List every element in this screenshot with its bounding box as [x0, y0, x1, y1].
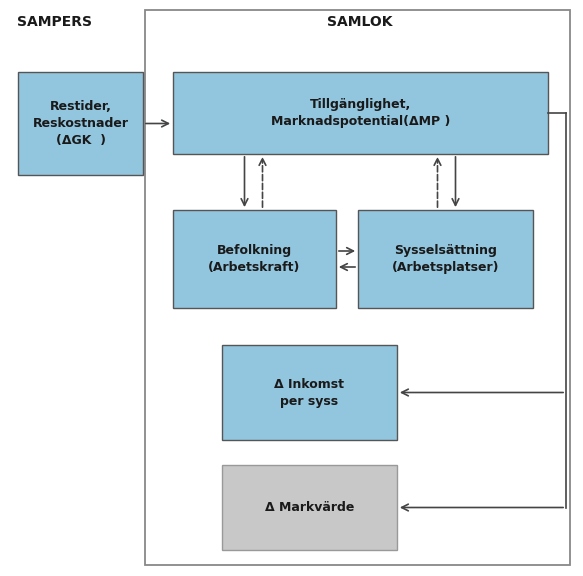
Text: Tillgänglighet,
Marknadspotential(ΔMP ): Tillgänglighet, Marknadspotential(ΔMP ) — [271, 98, 450, 128]
Text: SAMPERS: SAMPERS — [17, 15, 93, 29]
Bar — [173, 210, 336, 308]
Bar — [222, 465, 397, 550]
Text: Sysselsättning
(Arbetsplatser): Sysselsättning (Arbetsplatser) — [392, 244, 499, 274]
Bar — [18, 72, 143, 175]
Text: SAMLOK: SAMLOK — [327, 15, 393, 29]
Text: Befolkning
(Arbetskraft): Befolkning (Arbetskraft) — [208, 244, 301, 274]
Bar — [173, 72, 548, 154]
Bar — [222, 345, 397, 440]
Text: Δ Markvärde: Δ Markvärde — [265, 501, 354, 514]
Text: Restider,
Reskostnader
(ΔGK  ): Restider, Reskostnader (ΔGK ) — [33, 100, 128, 147]
Text: Δ Inkomst
per syss: Δ Inkomst per syss — [275, 377, 345, 407]
Bar — [358, 210, 533, 308]
Bar — [145, 10, 570, 565]
